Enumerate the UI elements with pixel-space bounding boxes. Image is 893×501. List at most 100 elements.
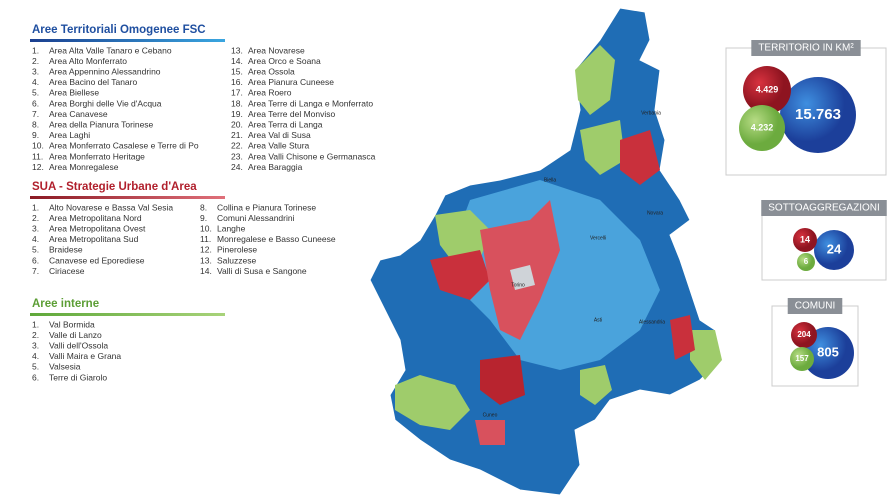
list-item: Alto Novarese e Bassa Val Sesia [49,202,173,212]
list-number: 5. [32,88,39,98]
list-item: Terre di Giarolo [49,372,107,382]
section-title: Aree interne [32,298,99,310]
stat-title-bg [787,298,843,314]
bubble-interne [790,347,814,371]
bubble-sua [791,322,817,348]
bubble-interne [739,105,785,151]
list-number: 11. [200,234,211,244]
list-number: 2. [32,213,39,223]
list-item: Pinerolese [217,245,257,255]
city-label: Biella [544,177,556,183]
list-number: 4. [32,351,39,361]
list-number: 5. [32,362,39,372]
list-number: 6. [32,372,39,382]
stat-title: SOTTOAGGREGAZIONI [768,203,880,214]
list-number: 4. [32,234,39,244]
list-item: Area Monferrato Casalese e Terre di Po [49,141,199,151]
stat-value: 4.429 [756,84,779,94]
region-red [480,355,525,405]
city-label: Alessandria [639,319,665,325]
list-number: 12. [32,162,44,172]
list-item: Braidese [49,245,83,255]
list-item: Langhe [217,223,246,233]
bubble-sua [743,66,791,114]
region-green [575,45,615,115]
list-item: Area Baraggia [248,162,303,172]
stat-value: 6 [804,257,809,266]
bubble-fsc [780,77,856,153]
bubble-sua [793,228,817,252]
city-label: Cuneo [483,412,498,418]
list-number: 14. [200,266,212,276]
list-item: Area Novarese [248,45,305,55]
list-number: 10. [200,223,212,233]
list-item: Comuni Alessandrini [217,213,295,223]
section-title: SUA - Strategie Urbane d'Area [32,181,197,193]
list-item: Valli di Susa e Sangone [217,266,307,276]
list-number: 13. [231,45,243,55]
region-green [580,365,612,405]
list-number: 9. [32,130,39,140]
stat-title: COMUNI [795,301,836,312]
stat-value: 15.763 [795,106,841,123]
stat-value: 204 [797,330,811,339]
list-item: Area Biellese [49,88,99,98]
list-number: 8. [200,202,207,212]
list-number: 15. [231,66,243,76]
stat-title-bg [751,40,861,56]
city-label: Asti [594,317,602,323]
list-number: 4. [32,77,39,87]
stat-title-bg [761,200,887,216]
list-number: 23. [231,151,243,161]
list-number: 3. [32,340,39,350]
list-number: 3. [32,66,39,76]
region-green [580,120,625,175]
stat-title: TERRITORIO IN KM² [758,43,854,54]
list-item: Area Metropolitana Sud [49,234,139,244]
stat-value: 157 [795,354,809,363]
map [369,7,722,496]
list-item: Area Ossola [248,66,295,76]
city-label: Torino [511,282,525,288]
list-number: 24. [231,162,243,172]
region-gray [510,265,535,290]
list-number: 20. [231,119,243,129]
list-item: Area Alta Valle Tanaro e Cebano [49,45,172,55]
list-number: 1. [32,319,39,329]
list-number: 14. [231,56,243,66]
list-item: Area Valle Stura [248,141,310,151]
bubble-fsc [814,230,854,270]
list-number: 1. [32,45,39,55]
list-item: Area Metropolitana Ovest [49,223,146,233]
list-item: Area Monferrato Heritage [49,151,145,161]
list-number: 19. [231,109,243,119]
list-item: Area Alto Monferrato [49,56,127,66]
list-item: Valli Maira e Grana [49,351,121,361]
list-item: Val Bormida [49,319,95,329]
list-item: Area Roero [248,88,292,98]
stat-value: 805 [817,344,839,359]
list-number: 21. [231,130,243,140]
list-item: Canavese ed Eporediese [49,255,145,265]
list-number: 10. [32,141,44,151]
stat-value: 4.232 [751,122,774,132]
list-item: Area Terre di Langa e Monferrato [248,98,373,108]
list-item: Area Canavese [49,109,108,119]
city-label: Novara [647,210,663,216]
list-item: Area Terra di Langa [248,119,323,129]
list-number: 8. [32,119,39,129]
region-red [475,420,505,445]
list-number: 13. [200,255,212,265]
list-number: 6. [32,255,39,265]
list-item: Area Appennino Alessandrino [49,66,161,76]
list-number: 18. [231,98,243,108]
list-item: Valsesia [49,362,81,372]
list-item: Area Bacino del Tanaro [49,77,137,87]
list-item: Area Pianura Cuneese [248,77,334,87]
list-item: Area Orco e Soana [248,56,321,66]
region-green [690,330,722,380]
list-item: Area Val di Susa [248,130,311,140]
region-green [395,375,470,430]
list-item: Area Monregalese [49,162,119,172]
